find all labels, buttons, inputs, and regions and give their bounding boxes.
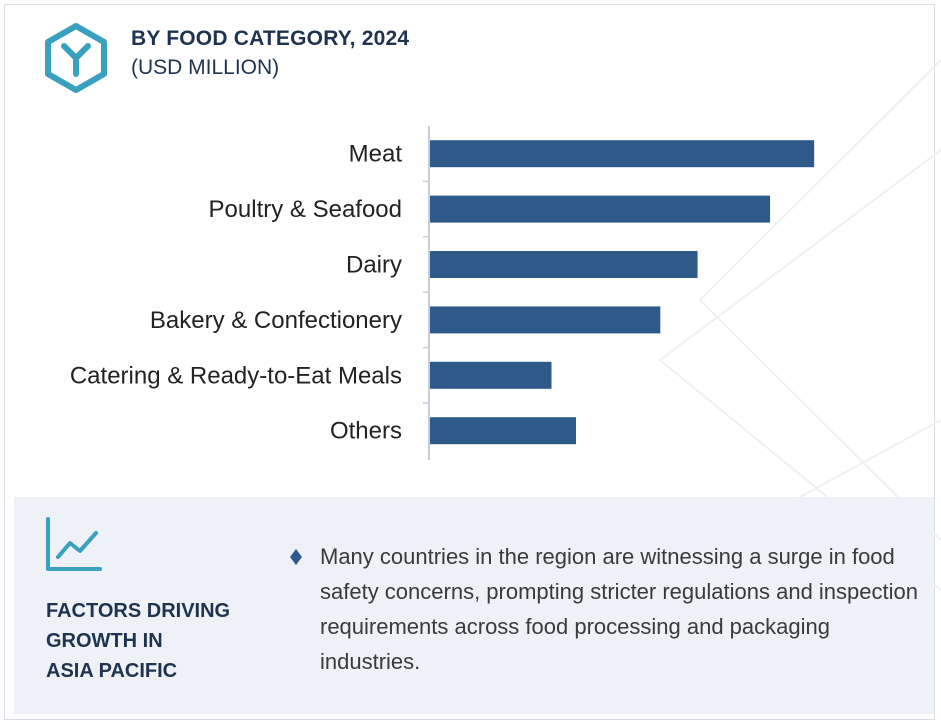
factors-title: FACTORS DRIVING GROWTH IN ASIA PACIFIC (46, 600, 231, 682)
bar-chart: Meat Poultry & Seafood Dairy Bakery & Confe… (70, 126, 815, 460)
bar (430, 195, 771, 223)
trend-line-icon (46, 517, 102, 571)
category-label: Bakery & Confectionery (150, 307, 402, 334)
logo-hexagon-icon (45, 23, 107, 93)
bar (430, 140, 815, 168)
category-label: Dairy (346, 252, 402, 279)
category-label: Others (330, 418, 402, 445)
page-title: BY FOOD CATEGORY, 2024 (131, 27, 410, 50)
bar (430, 251, 698, 278)
factor-bullet-text: Many countries in the region are witness… (320, 544, 918, 674)
category-label: Meat (349, 141, 403, 168)
page-subtitle: (USD MILLION) (131, 56, 280, 79)
bar (430, 361, 552, 389)
category-label: Poultry & Seafood (209, 196, 402, 223)
factors-panel: FACTORS DRIVING GROWTH IN ASIA PACIFIC M… (14, 497, 934, 714)
bar (430, 306, 661, 334)
category-label: Catering & Ready-to-Eat Meals (70, 362, 402, 389)
bar (430, 417, 577, 445)
diamond-bullet-icon (290, 549, 302, 565)
